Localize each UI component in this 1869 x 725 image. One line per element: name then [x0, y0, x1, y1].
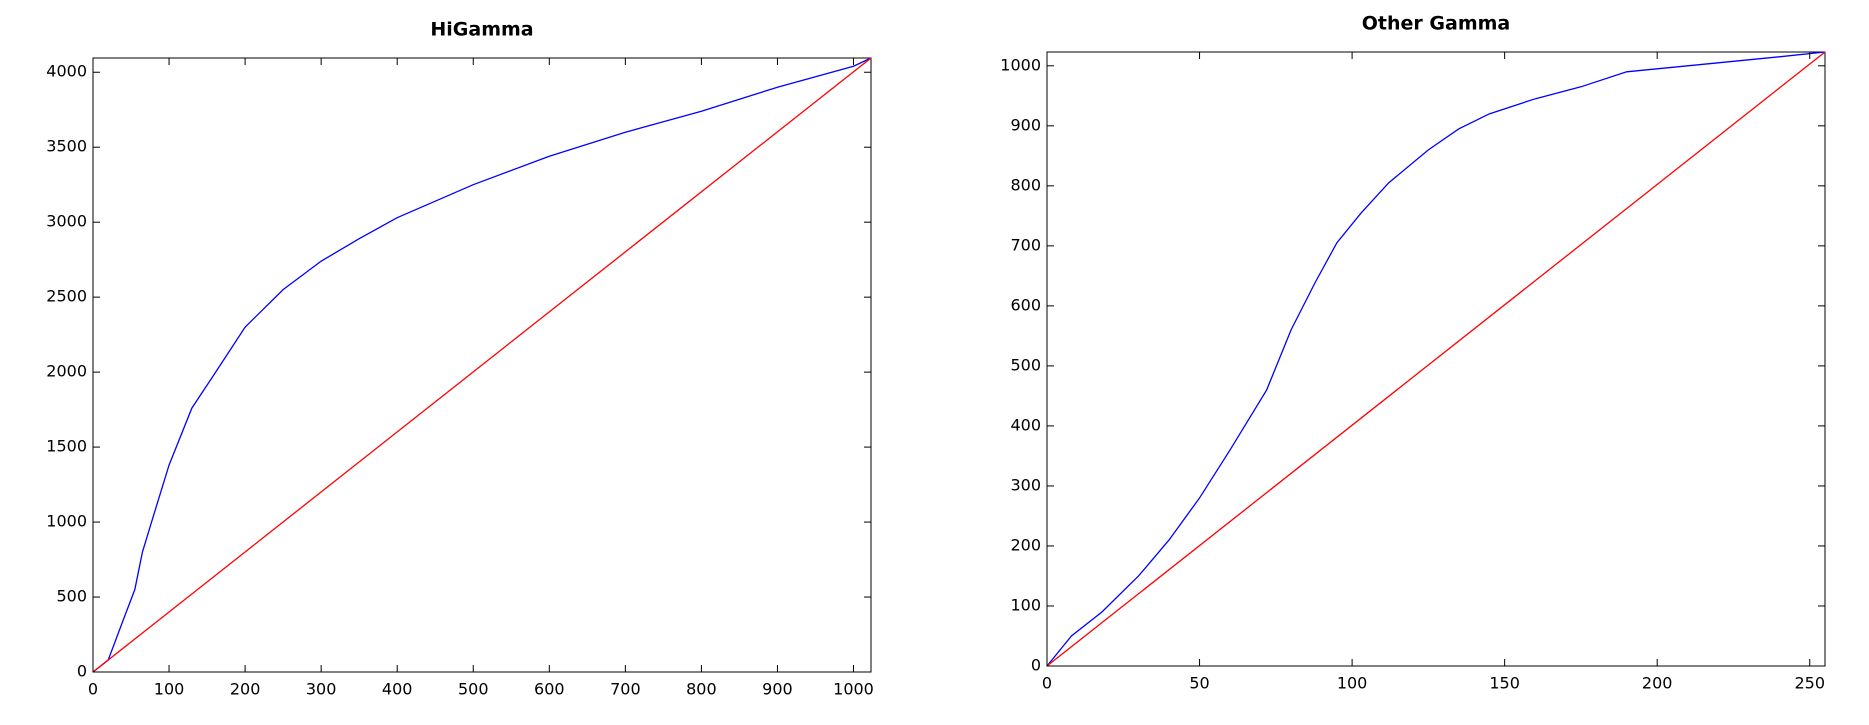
- y-tick-label: 200: [1010, 535, 1041, 554]
- data-line: [92, 57, 872, 673]
- x-tick-label: 900: [762, 680, 793, 699]
- x-tick-label: 700: [610, 680, 641, 699]
- y-tick-label: 2000: [46, 362, 87, 381]
- x-tick-label: 600: [534, 680, 565, 699]
- x-tick-label: 50: [1189, 674, 1209, 693]
- y-tick-label: 3000: [46, 212, 87, 231]
- y-tick-label: 3500: [46, 137, 87, 156]
- x-tick-label: 100: [154, 680, 185, 699]
- y-tick-label: 500: [56, 587, 87, 606]
- data-line: [1046, 51, 1826, 667]
- chart-title: HiGamma: [430, 19, 533, 41]
- y-tick-label: 900: [1010, 115, 1041, 134]
- y-tick-label: 600: [1010, 295, 1041, 314]
- x-tick-label: 200: [230, 680, 261, 699]
- x-tick-label: 300: [306, 680, 337, 699]
- x-tick-label: 800: [686, 680, 717, 699]
- y-tick-label: 0: [77, 662, 87, 681]
- y-tick-label: 300: [1010, 475, 1041, 494]
- x-tick-label: 250: [1794, 674, 1825, 693]
- data-line: [1046, 51, 1826, 667]
- y-tick-label: 1500: [46, 437, 87, 456]
- y-tick-label: 400: [1010, 415, 1041, 434]
- y-tick-label: 0: [1031, 656, 1041, 675]
- y-tick-label: 1000: [46, 512, 87, 531]
- x-tick-label: 0: [88, 680, 98, 699]
- x-tick-label: 500: [458, 680, 489, 699]
- x-tick-label: 150: [1489, 674, 1520, 693]
- y-tick-label: 500: [1010, 355, 1041, 374]
- x-tick-label: 1000: [833, 680, 874, 699]
- data-line: [92, 57, 872, 673]
- x-tick-label: 0: [1042, 674, 1052, 693]
- y-tick-label: 2500: [46, 287, 87, 306]
- y-tick-label: 4000: [46, 62, 87, 81]
- x-tick-label: 100: [1337, 674, 1368, 693]
- y-tick-label: 700: [1010, 235, 1041, 254]
- x-tick-label: 400: [382, 680, 413, 699]
- y-tick-label: 1000: [1000, 55, 1041, 74]
- x-tick-label: 200: [1642, 674, 1673, 693]
- y-tick-label: 100: [1010, 595, 1041, 614]
- y-tick-label: 800: [1010, 175, 1041, 194]
- chart-title: Other Gamma: [1362, 13, 1510, 35]
